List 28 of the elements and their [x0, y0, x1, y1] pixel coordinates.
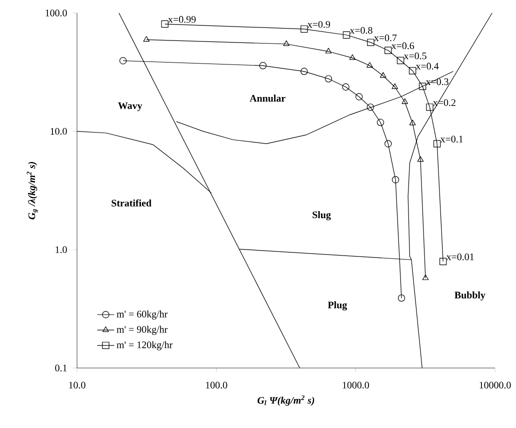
x-tick-label: 10000.0 — [480, 382, 511, 389]
annotation: x=0.01 — [446, 254, 474, 260]
legend-label: m' = 120kg/hr — [116, 341, 173, 350]
annotation: x=0.1 — [440, 136, 463, 143]
annotation: Slug — [312, 211, 331, 220]
x-tick-label: 10.0 — [69, 382, 86, 389]
annotation: Bubbly — [454, 291, 486, 300]
legend-label: m' = 60kg/hr — [116, 310, 168, 320]
annotation: x=0.4 — [416, 62, 439, 70]
y-tick-label: 100.0 — [46, 10, 67, 16]
annotation: Wavy — [118, 102, 142, 112]
annotation: Stratified — [112, 199, 152, 206]
annotation: Annular — [250, 94, 286, 102]
x-tick-label: 100.0 — [206, 382, 228, 389]
legend-label: m' = 90kg/hr — [116, 326, 168, 335]
annotation: x=0.5 — [404, 52, 426, 60]
y-tick-label: 1.0 — [56, 246, 67, 254]
annotation: x=0.6 — [391, 42, 414, 50]
x-tick-label: 1000.0 — [342, 382, 369, 389]
y-tick-label: 0.1 — [55, 364, 67, 372]
annotation: Plug — [328, 301, 348, 310]
x-axis-title: G$_{l}$ Ψ(kg/m$^{2}$ s) — [258, 395, 314, 406]
y-axis-title: G$_{g}$ /λ(kg/m$^{2}$ s) — [26, 162, 38, 220]
annotation: x=0.99 — [168, 16, 196, 23]
annotation: x=0.8 — [350, 27, 372, 34]
annotation: x=0.7 — [374, 34, 397, 42]
y-tick-label: 10.0 — [50, 128, 67, 135]
annotation: x=0.9 — [307, 21, 330, 28]
